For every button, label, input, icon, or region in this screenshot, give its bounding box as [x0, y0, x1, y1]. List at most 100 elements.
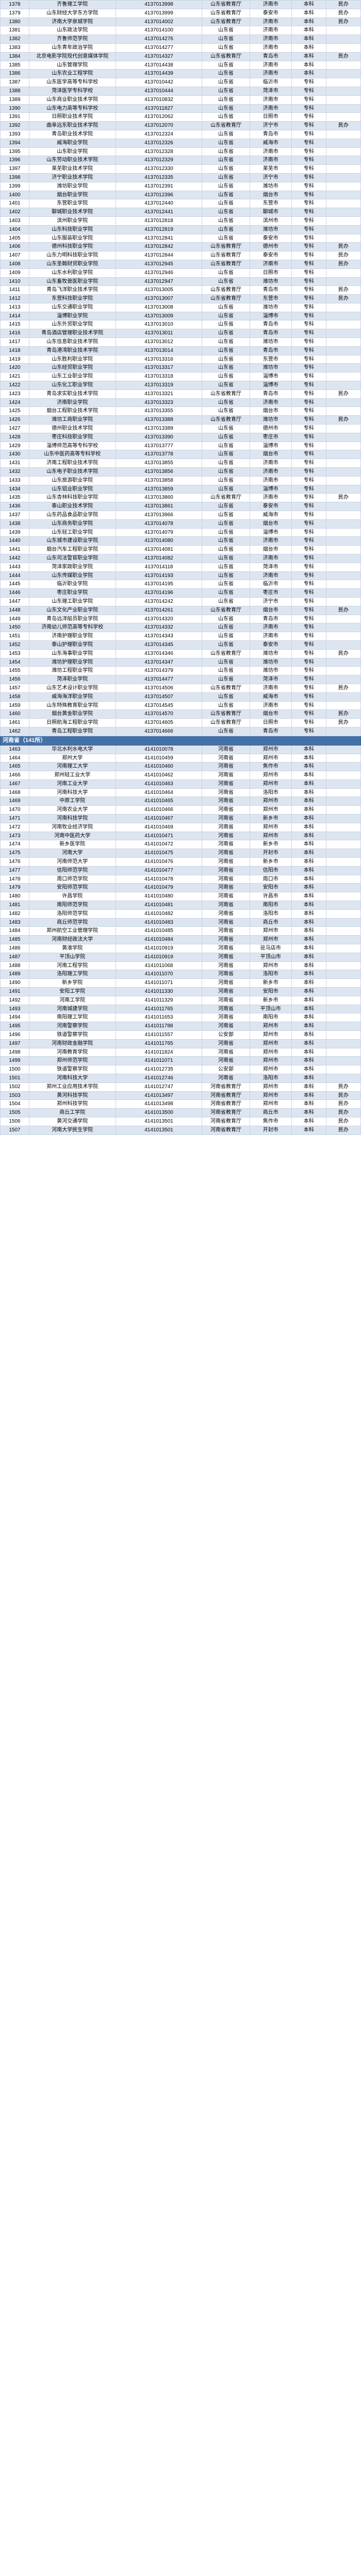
table-row[interactable]: 1496 铁道警察学院 4141011557 公安部 郑州市 本科: [0, 1030, 361, 1040]
table-row[interactable]: 1384 北京电影学院现代创意媒体学院 4137014327 山东省教育厅 青岛市 本科民…: [0, 52, 361, 61]
table-row[interactable]: 1447 山东理工职业学院 4137014242 山东省 济宁市 专科: [0, 597, 361, 606]
table-row[interactable]: 1466 郑州轻工业大学 4141010462 河南省 郑州市 本科: [0, 771, 361, 780]
table-row[interactable]: 1475 河南大学 4141010475 河南省 开封市 本科: [0, 849, 361, 858]
table-row[interactable]: 1404 山东科技职业学院 4137012819 山东省 潍坊市 专科: [0, 225, 361, 234]
table-row[interactable]: 1401 东营职业学院 4137012440 山东省 东营市 专科: [0, 199, 361, 209]
table-row[interactable]: 1454 潍坊护理职业学院 4137014347 山东省 潍坊市 专科: [0, 657, 361, 667]
table-row[interactable]: 1460 烟台黄金职业学院 4137014570 山东省教育厅 烟台市 专科 民办: [0, 709, 361, 719]
table-row[interactable]: 1503 黄河科技学院 4141013497 河南省教育厅 郑州市 本科 民办: [0, 1091, 361, 1100]
table-row[interactable]: 1484 郑州航空工业管理学院 4141010485 河南省 郑州市 本科: [0, 926, 361, 936]
table-row[interactable]: 1410 山东畜牧兽医职业学院 4137012947 山东省 潍坊市 专科: [0, 277, 361, 286]
table-row[interactable]: 1387 山东医学高等专科学校 4137010442 山东省 临沂市 专科: [0, 78, 361, 87]
table-row[interactable]: 1388 菏泽医学专科学校 4137010444 山东省 菏泽市 专科: [0, 86, 361, 96]
table-row[interactable]: 1419 山东胜利职业学院 4137013316 山东省 东营市 专科: [0, 354, 361, 364]
table-row[interactable]: 1402 聊城职业技术学院 4137012441 山东省 聊城市 专科: [0, 208, 361, 217]
table-row[interactable]: 1458 威海海洋职业学院 4137014507 山东省 威海市 专科: [0, 692, 361, 702]
table-row[interactable]: 1399 潍坊职业学院 4137012391 山东省 潍坊市 专科: [0, 181, 361, 191]
table-row[interactable]: 1489 洛阳理工学院 4141011070 河南省 洛阳市 本科: [0, 970, 361, 979]
table-row[interactable]: 1431 济南工程职业技术学院 4137013855 山东省 济南市 专科: [0, 459, 361, 468]
table-row[interactable]: 1507 河南大学民生学院 4141013501 河南省教育厅 开封市 本科 民办: [0, 1125, 361, 1135]
table-row[interactable]: 1472 河南牧业经济学院 4141010469 河南省 郑州市 本科: [0, 822, 361, 832]
table-row[interactable]: 1500 铁道警察学院 4141012735 公安部 郑州市 本科: [0, 1065, 361, 1074]
table-row[interactable]: 1435 山东杏林科技职业学院 4137013860 山东省教育厅 济南市 专科 民办: [0, 493, 361, 503]
table-row[interactable]: 1465 河南理工大学 4141010460 河南省 焦作市 本科: [0, 762, 361, 772]
table-row[interactable]: 1427 德州职业技术学院 4137013389 山东省 德州市 专科: [0, 424, 361, 433]
table-row[interactable]: 1459 山东特殊教育职业学院 4137014545 山东省 济南市 专科: [0, 701, 361, 710]
table-row[interactable]: 1397 莱芜职业技术学院 4137012330 山东省 莱芜市 专科: [0, 164, 361, 174]
table-row[interactable]: 1499 郑州师范学院 4141011071 河南省 郑州市 本科: [0, 1056, 361, 1066]
table-row[interactable]: 1439 山东轻工职业学院 4137014079 山东省 淄博市 专科: [0, 528, 361, 537]
table-row[interactable]: 1438 山东商务职业学院 4137014078 山东省 烟台市 专科: [0, 519, 361, 529]
table-row[interactable]: 1473 河南中医药大学 4141010471 河南省 郑州市 本科: [0, 831, 361, 841]
table-row[interactable]: 1409 山东水利职业学院 4137012946 山东省 日照市 专科: [0, 268, 361, 278]
table-row[interactable]: 1432 山东电子职业技术学院 4137013856 山东省 济南市 专科: [0, 467, 361, 477]
table-row[interactable]: 1406 德州科技职业学院 4137012842 山东省教育厅 德州市 专科 民办: [0, 242, 361, 252]
table-row[interactable]: 1383 山东青年政治学院 4137014277 山东省 济南市 本科: [0, 43, 361, 53]
table-row[interactable]: 1487 平顶山学院 4141010919 河南省 平顶山市 本科: [0, 952, 361, 962]
table-row[interactable]: 1408 山东圣翰财贸职业学院 4137012945 山东省教育厅 济南市 专科 民办: [0, 259, 361, 269]
table-row[interactable]: 1483 商丘师范学院 4141010483 河南省 商丘市 本科: [0, 918, 361, 927]
table-row[interactable]: 1498 河南教育学院 4141011824 河南省 郑州市 本科: [0, 1047, 361, 1057]
table-row[interactable]: 1423 青岛求实职业技术学院 4137013321 山东省教育厅 青岛市 专科 民办: [0, 389, 361, 399]
table-row[interactable]: 1391 日照职业技术学院 4137012062 山东省 日照市 专科: [0, 112, 361, 122]
table-row[interactable]: 1495 河南警察学院 4141011788 河南省 郑州市 本科: [0, 1022, 361, 1031]
table-row[interactable]: 1501 河南科技大学 4141012746 河南省 洛阳市 本科: [0, 1073, 361, 1083]
table-row[interactable]: 1448 山东文化产业职业学院 4137014261 山东省教育厅 烟台市 专科 民办: [0, 605, 361, 615]
table-row[interactable]: 1412 东营科技职业学院 4137013007 山东省教育厅 东营市 专科 民办: [0, 294, 361, 303]
table-row[interactable]: 1440 山东城市建设职业学院 4137014080 山东省 济南市 专科: [0, 536, 361, 546]
table-row[interactable]: 1429 淄博师范高等专科学校 4137013777 山东省 淄博市 专科: [0, 441, 361, 451]
table-row[interactable]: 1451 济南护理职业学院 4137014343 山东省 济南市 专科: [0, 632, 361, 641]
table-row[interactable]: 1491 安阳工学院 4141011330 河南省 安阳市 本科: [0, 987, 361, 996]
table-row[interactable]: 1474 新乡医学院 4141010472 河南省 新乡市 本科: [0, 840, 361, 850]
table-row[interactable]: 1462 青岛工程职业学院 4137014666 山东省 青岛市 专科: [0, 726, 361, 736]
table-row[interactable]: 1424 济南职业学院 4137013323 山东省 济南市 专科: [0, 398, 361, 408]
table-row[interactable]: 1394 威海职业学院 4137012326 山东省 威海市 专科: [0, 138, 361, 148]
table-row[interactable]: 1477 信阳师范学院 4141010477 河南省 信阳市 本科: [0, 866, 361, 875]
table-row[interactable]: 1417 山东信息职业技术学院 4137013012 山东省 潍坊市 专科: [0, 337, 361, 347]
table-row[interactable]: 1479 安阳师范学院 4141010479 河南省 安阳市 本科: [0, 883, 361, 893]
table-row[interactable]: 1471 河南科技学院 4141010467 河南省 新乡市 本科: [0, 814, 361, 823]
table-row[interactable]: 1463 华北水利水电大学 4141010078 河南省 郑州市 本科: [0, 744, 361, 754]
table-row[interactable]: 1415 山东外贸职业学院 4137013010 山东省 青岛市 专科: [0, 320, 361, 330]
table-row[interactable]: 1426 潍坊工商职业学院 4137013388 山东省教育厅 潍坊市 专科 民办: [0, 415, 361, 425]
table-row[interactable]: 1437 山东药品食品职业学院 4137013966 山东省 威海市 专科: [0, 511, 361, 520]
table-row[interactable]: 1436 泰山职业技术学院 4137013861 山东省 泰安市 专科: [0, 502, 361, 512]
table-row[interactable]: 1450 济南幼儿师范高等专科学校 4137014332 山东省 济南市 专科: [0, 623, 361, 633]
table-row[interactable]: 1481 南阳师范学院 4141010481 河南省 南阳市 本科: [0, 901, 361, 910]
table-row[interactable]: 1480 许昌学院 4141010480 河南省 许昌市 本科: [0, 892, 361, 902]
table-row[interactable]: 1407 山东力明科技职业学院 4137012844 山东省教育厅 泰安市 专科 民办: [0, 251, 361, 260]
table-row[interactable]: 1502 郑州工业应用技术学院 4141012747 河南省教育厅 郑州市 本科 民办: [0, 1082, 361, 1092]
table-row[interactable]: 1505 商丘工学院 4141013500 河南省教育厅 商丘市 本科 民办: [0, 1108, 361, 1117]
table-row[interactable]: 1478 周口师范学院 4141010478 河南省 周口市 本科: [0, 874, 361, 884]
table-row[interactable]: 1422 山东化工职业学院 4137013319 山东省 淄博市 专科: [0, 381, 361, 390]
table-row[interactable]: 1470 河南农业大学 4141010466 河南省 郑州市 本科: [0, 805, 361, 815]
table-row[interactable]: 1405 山东服装职业学院 4137012841 山东省 泰安市 专科: [0, 233, 361, 243]
table-row[interactable]: 1488 河南工程学院 4141011068 河南省 郑州市 本科: [0, 961, 361, 971]
table-row[interactable]: 1441 烟台汽车工程职业学院 4137014081 山东省 烟台市 专科: [0, 545, 361, 554]
table-row[interactable]: 1485 河南财经政法大学 4141010484 河南省 郑州市 本科: [0, 935, 361, 945]
table-row[interactable]: 1494 南阳理工学院 4141011653 河南省 南阳市 本科: [0, 1013, 361, 1023]
table-row[interactable]: 1381 山东政法学院 4137014100 山东省 济南市 本科: [0, 26, 361, 36]
table-row[interactable]: 1400 烟台职业学院 4137012396 山东省 烟台市 专科: [0, 190, 361, 200]
table-row[interactable]: 1398 济宁职业技术学院 4137012335 山东省 济宁市 专科: [0, 173, 361, 182]
table-row[interactable]: 1396 山东劳动职业技术学院 4137012329 山东省 济南市 专科: [0, 156, 361, 165]
table-row[interactable]: 1469 中原工学院 4141010465 河南省 郑州市 本科: [0, 796, 361, 806]
table-row[interactable]: 1434 山东铝业职业学院 4137013859 山东省 淄博市 专科: [0, 484, 361, 494]
table-row[interactable]: 1420 山东经贸职业学院 4137013317 山东省 潍坊市 专科: [0, 363, 361, 373]
table-row[interactable]: 1418 青岛港湾职业技术学院 4137013014 山东省 青岛市 专科: [0, 346, 361, 355]
table-row[interactable]: 1425 烟台工程职业技术学院 4137013355 山东省 烟台市 专科: [0, 406, 361, 416]
table-row[interactable]: 1493 河南城建学院 4141011765 河南省 平顶山市 本科: [0, 1004, 361, 1014]
table-row[interactable]: 1444 山东传媒职业学院 4137014193 山东省 济南市 专科: [0, 571, 361, 581]
table-row[interactable]: 1497 河南财政金融学院 4141011765 河南省 郑州市 本科: [0, 1039, 361, 1048]
table-row[interactable]: 1467 河南工业大学 4141010463 河南省 郑州市 本科: [0, 779, 361, 789]
table-row[interactable]: 1461 日照航海工程职业学院 4137014605 山东省教育厅 日照市 专科 民办: [0, 718, 361, 727]
table-row[interactable]: 1482 洛阳师范学院 4141010482 河南省 洛阳市 本科: [0, 909, 361, 919]
table-row[interactable]: 1411 青岛飞洋职业技术学院 4137013005 山东省教育厅 青岛市 专科 民办: [0, 285, 361, 295]
table-row[interactable]: 1506 黄河交通学院 4141013501 河南省教育厅 焦作市 本科 民办: [0, 1116, 361, 1126]
table-row[interactable]: 1386 山东农业工程学院 4137014439 山东省 济南市 本科: [0, 69, 361, 79]
table-row[interactable]: 1380 济南大学泉城学院 4137014002 山东省教育厅 济南市 本科 民办: [0, 17, 361, 27]
table-row[interactable]: 1453 山东海事职业学院 4137014346 山东省教育厅 潍坊市 专科 民办: [0, 649, 361, 658]
table-row[interactable]: 1428 枣庄科技职业学院 4137013390 山东省 枣庄市 专科: [0, 432, 361, 442]
table-row[interactable]: 1413 山东交通职业学院 4137013008 山东省 潍坊市 专科: [0, 302, 361, 312]
table-row[interactable]: 1379 山东财经大学东方学院 4137013999 山东省教育厅 泰安市 本科 民办: [0, 8, 361, 18]
